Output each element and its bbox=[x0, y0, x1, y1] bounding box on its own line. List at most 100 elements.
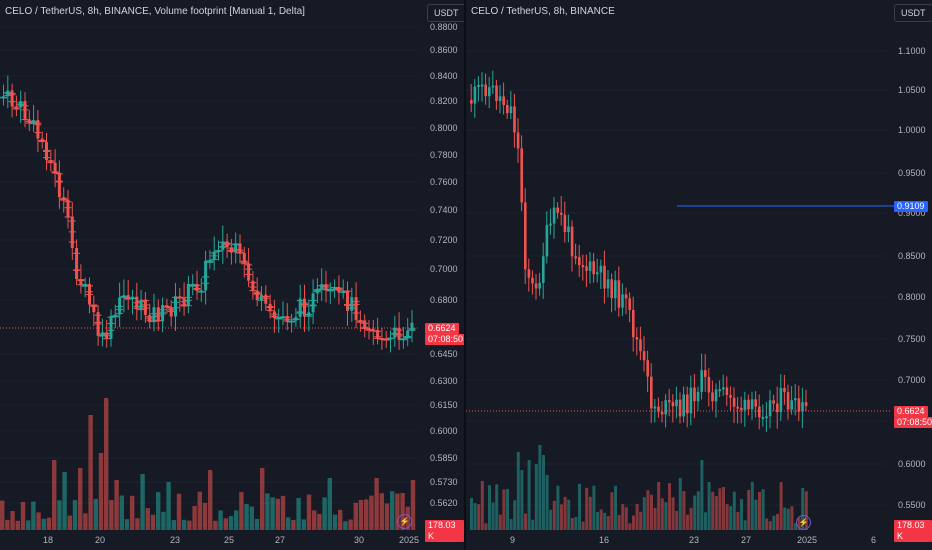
left-footprint-level bbox=[167, 307, 175, 309]
left-footprint-level bbox=[215, 250, 222, 252]
right-candle-body bbox=[761, 417, 765, 420]
left-footprint-level bbox=[34, 124, 42, 126]
right-lightning-icon[interactable]: ⚡ bbox=[796, 515, 811, 530]
left-candle-body bbox=[139, 299, 143, 310]
left-footprint-level bbox=[64, 216, 72, 218]
left-candle-body bbox=[367, 328, 371, 331]
right-candle-body bbox=[736, 406, 739, 409]
right-volume-bar bbox=[581, 521, 585, 530]
left-volume-bar bbox=[135, 518, 140, 530]
left-footprint-level bbox=[344, 304, 351, 306]
left-volume-bar bbox=[296, 497, 301, 530]
left-volume-bar bbox=[364, 499, 369, 530]
left-volume-bar bbox=[176, 493, 182, 530]
left-y-tick: 0.5620 bbox=[430, 498, 458, 508]
right-volume-bar bbox=[682, 491, 686, 530]
left-chart-canvas[interactable] bbox=[0, 0, 464, 550]
left-footprint-level bbox=[94, 323, 102, 325]
right-x-tick: 16 bbox=[599, 535, 610, 545]
left-footprint-level bbox=[30, 120, 38, 122]
left-footprint-level bbox=[399, 339, 407, 341]
left-footprint-level bbox=[335, 287, 343, 289]
left-volume-bar bbox=[197, 491, 202, 530]
right-volume-bar bbox=[736, 511, 740, 530]
left-footprint-level bbox=[81, 284, 89, 286]
right-volume-bar bbox=[732, 491, 736, 530]
right-candle-body bbox=[470, 100, 473, 104]
left-footprint-level bbox=[262, 296, 270, 298]
right-candle-body bbox=[506, 105, 509, 114]
left-footprint-level bbox=[90, 305, 98, 307]
left-footprint-level bbox=[60, 199, 68, 201]
left-footprint-level bbox=[38, 139, 46, 141]
left-footprint-level bbox=[150, 320, 158, 322]
left-y-tick: 0.7600 bbox=[430, 177, 458, 187]
left-footprint-level bbox=[184, 299, 192, 301]
left-y-tick: 0.5730 bbox=[430, 477, 458, 487]
left-volume-bar bbox=[0, 500, 5, 530]
right-candle-body bbox=[718, 389, 721, 392]
left-candle-body bbox=[406, 330, 410, 339]
left-footprint-level bbox=[81, 285, 89, 287]
right-volume-bar bbox=[477, 504, 481, 530]
left-candle-body bbox=[53, 162, 57, 173]
right-volume-bar bbox=[534, 464, 538, 530]
right-chart-pane[interactable]: CELO / TetherUS, 8h, BINANCE USDT 1.1000… bbox=[466, 0, 932, 550]
left-footprint-level bbox=[382, 339, 390, 341]
right-candle-body bbox=[646, 360, 649, 377]
left-volume-bar bbox=[327, 478, 332, 530]
left-x-tick: 20 bbox=[95, 535, 106, 545]
right-volume-bar bbox=[750, 481, 754, 530]
left-footprint-level bbox=[361, 327, 369, 329]
right-volume-bar bbox=[707, 482, 711, 530]
left-lightning-icon[interactable]: ⚡ bbox=[397, 514, 412, 529]
right-candle-body bbox=[660, 411, 664, 415]
right-candle-body bbox=[729, 394, 732, 398]
right-volume-bar bbox=[779, 482, 783, 530]
right-candle-body bbox=[531, 277, 534, 284]
left-footprint-level bbox=[103, 332, 111, 334]
left-footprint-level bbox=[141, 304, 149, 306]
left-footprint-level bbox=[141, 307, 149, 309]
right-volume-bar bbox=[617, 515, 621, 530]
left-footprint-level bbox=[223, 242, 231, 244]
right-volume-bar bbox=[513, 500, 517, 530]
left-footprint-level bbox=[206, 260, 214, 262]
left-footprint-level bbox=[64, 207, 72, 209]
right-volume-bar bbox=[570, 518, 574, 530]
left-footprint-level bbox=[150, 316, 158, 318]
left-footprint-level bbox=[296, 311, 304, 313]
left-footprint-level bbox=[352, 312, 360, 314]
right-candle-body bbox=[588, 261, 592, 271]
left-footprint-level bbox=[391, 333, 399, 335]
left-footprint-level bbox=[184, 296, 192, 298]
left-footprint-level bbox=[184, 305, 192, 307]
left-footprint-level bbox=[365, 329, 373, 331]
left-footprint-level bbox=[150, 313, 158, 315]
left-footprint-level bbox=[124, 297, 132, 299]
left-footprint-level bbox=[193, 287, 201, 289]
left-footprint-level bbox=[68, 231, 76, 233]
right-volume-bar bbox=[473, 503, 477, 530]
left-volume-bar bbox=[202, 503, 208, 530]
right-unit-button[interactable]: USDT bbox=[894, 4, 932, 22]
left-footprint-level bbox=[17, 104, 25, 106]
left-footprint-level bbox=[111, 316, 119, 318]
pane-divider[interactable] bbox=[464, 0, 466, 550]
left-footprint-level bbox=[137, 301, 145, 303]
right-candle-body bbox=[668, 400, 671, 403]
left-footprint-level bbox=[331, 289, 339, 291]
left-volume-bar bbox=[41, 518, 46, 530]
right-chart-canvas[interactable] bbox=[466, 0, 932, 550]
left-chart-pane[interactable]: CELO / TetherUS, 8h, BINANCE, Volume foo… bbox=[0, 0, 467, 550]
left-x-tick: 30 bbox=[354, 535, 365, 545]
right-x-tick: 9 bbox=[510, 535, 516, 545]
left-footprint-level bbox=[133, 305, 141, 307]
left-unit-button[interactable]: USDT bbox=[427, 4, 466, 22]
left-footprint-level bbox=[408, 329, 416, 331]
right-candle-body bbox=[758, 406, 761, 418]
left-footprint-level bbox=[120, 296, 128, 298]
left-volume-bar bbox=[5, 519, 10, 530]
right-volume-bar bbox=[592, 485, 596, 530]
left-footprint-level bbox=[86, 291, 93, 293]
